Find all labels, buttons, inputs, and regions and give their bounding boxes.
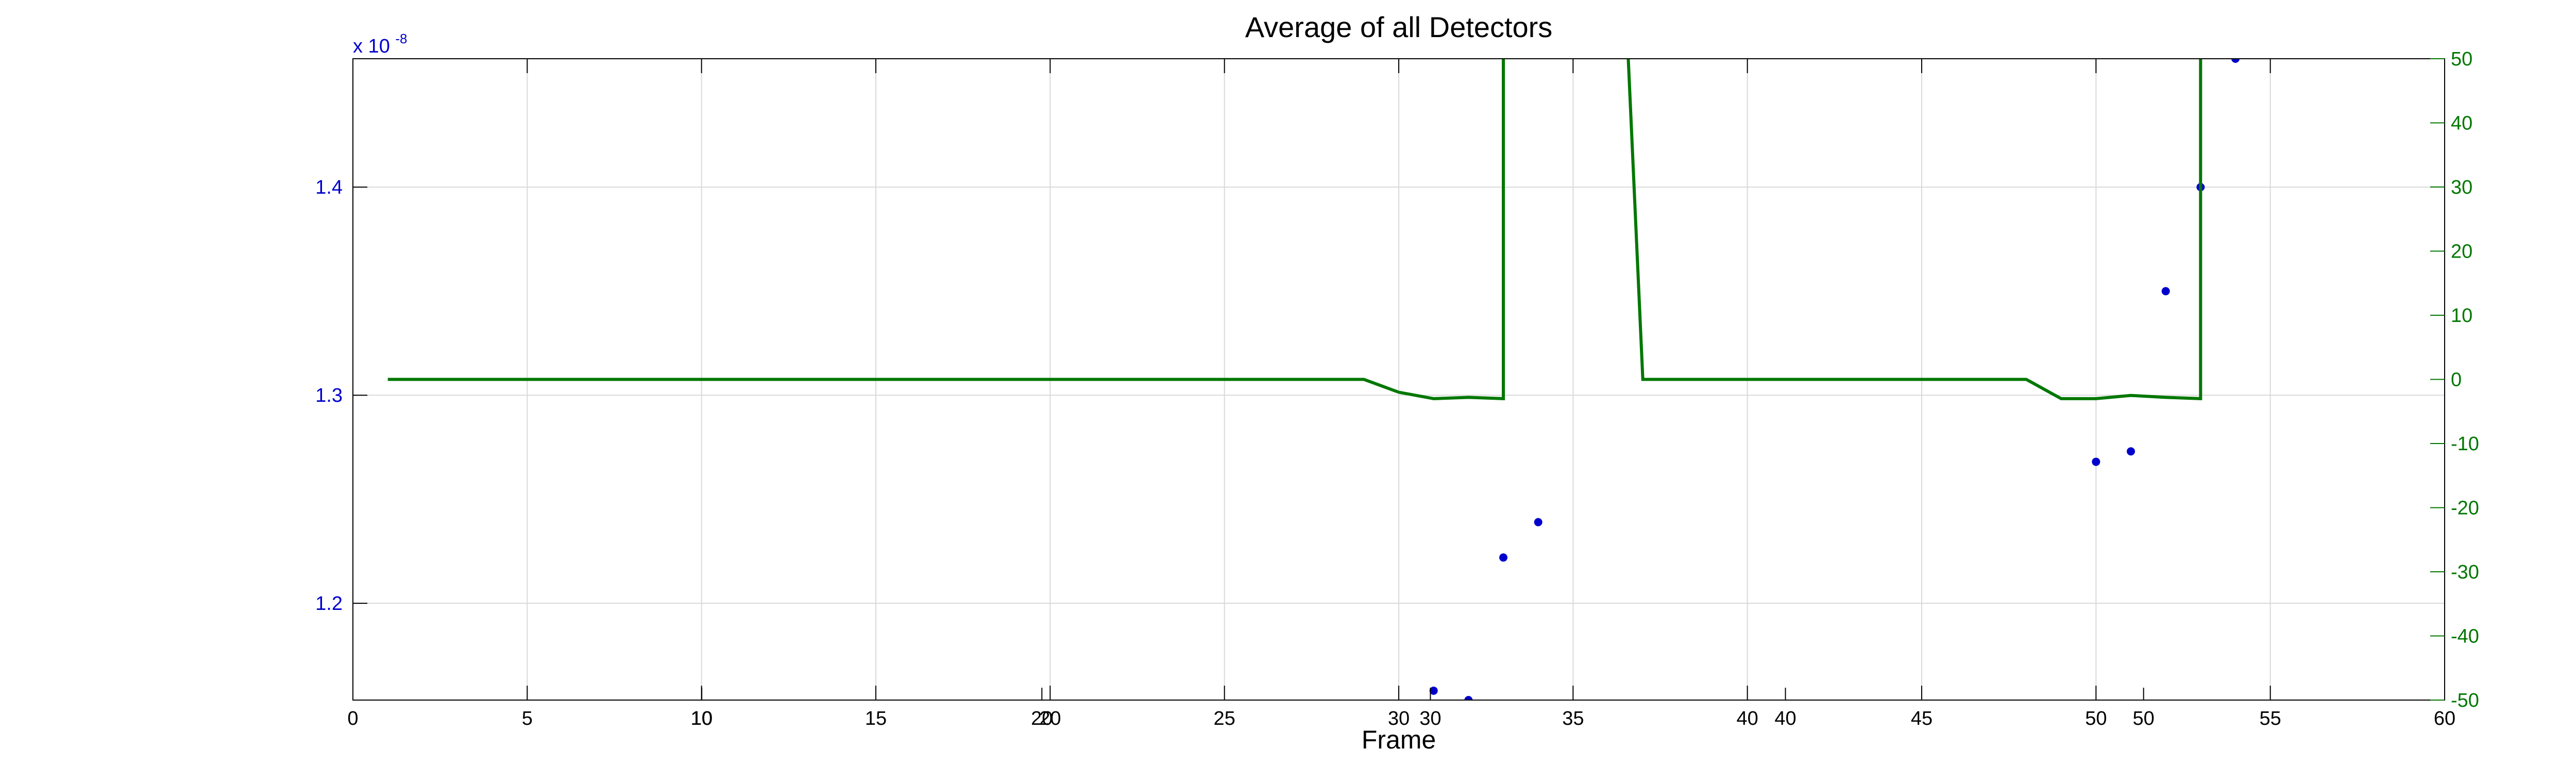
x2-tick-label: 40 bbox=[1774, 708, 1796, 729]
y-right-tick-label: 40 bbox=[2451, 113, 2472, 134]
plot-area bbox=[387, 59, 2240, 700]
x-tick-label: 15 bbox=[865, 708, 887, 729]
series-point bbox=[1429, 686, 1438, 695]
series-point bbox=[1499, 553, 1507, 562]
chart-title: Average of all Detectors bbox=[1245, 11, 1553, 43]
x-tick-label: 10 bbox=[691, 708, 713, 729]
series-point bbox=[1464, 696, 1473, 700]
x-tick-label: 40 bbox=[1737, 708, 1758, 729]
series-line-1 bbox=[387, 59, 2202, 401]
x-tick-label: 55 bbox=[2260, 708, 2281, 729]
y-left-tick-label: 1.4 bbox=[315, 177, 343, 198]
y-left-exponent-base: x 10 bbox=[353, 36, 390, 57]
x2-tick-label: 10 bbox=[691, 708, 713, 729]
x-tick-label: 50 bbox=[2085, 708, 2107, 729]
x-tick-label: 35 bbox=[1562, 708, 1584, 729]
x-tick-label: 45 bbox=[1911, 708, 1933, 729]
x2-tick-label: 50 bbox=[2133, 708, 2155, 729]
series-point bbox=[2231, 59, 2240, 63]
y-axis-right: -50 -40 -30 -20 -10 0 10 20 30 40 50 bbox=[2430, 48, 2479, 711]
y-left-tick-label: 1.2 bbox=[315, 593, 343, 615]
x-tick-label: 5 bbox=[522, 708, 533, 729]
x-axis-label: Frame bbox=[1362, 725, 1436, 754]
y-right-tick-label: 20 bbox=[2451, 241, 2472, 263]
y-axis-left: 1.2 1.3 1.4 bbox=[315, 177, 367, 615]
y-right-tick-label: 10 bbox=[2451, 305, 2472, 327]
y-right-tick-label: -40 bbox=[2451, 626, 2479, 648]
x-tick-label: 20 bbox=[1039, 708, 1061, 729]
series-point bbox=[1534, 518, 1543, 526]
y-left-tick-label: 1.3 bbox=[315, 385, 343, 406]
y-right-tick-label: 50 bbox=[2451, 48, 2472, 70]
y-right-tick-label: -30 bbox=[2451, 561, 2479, 583]
y-right-tick-label: 30 bbox=[2451, 177, 2472, 198]
series-point bbox=[2127, 447, 2135, 456]
x2-tick-label: 20 bbox=[1031, 708, 1053, 729]
x-tick-label: 25 bbox=[1214, 708, 1235, 729]
x2-tick-label: 30 bbox=[1419, 708, 1441, 729]
y-right-tick-label: 0 bbox=[2451, 369, 2462, 391]
y-left-exponent: x 10 -8 bbox=[353, 31, 408, 57]
x-tick-label: 60 bbox=[2434, 708, 2455, 729]
y-right-tick-label: -20 bbox=[2451, 498, 2479, 519]
x-tick-label: 0 bbox=[347, 708, 358, 729]
x-tick-label: 30 bbox=[1388, 708, 1410, 729]
y-right-tick-label: -10 bbox=[2451, 433, 2479, 455]
series-point bbox=[2161, 287, 2170, 296]
series-point bbox=[2092, 457, 2100, 466]
y-left-exponent-power: -8 bbox=[395, 31, 407, 46]
y-right-tick-label: -50 bbox=[2451, 690, 2479, 711]
